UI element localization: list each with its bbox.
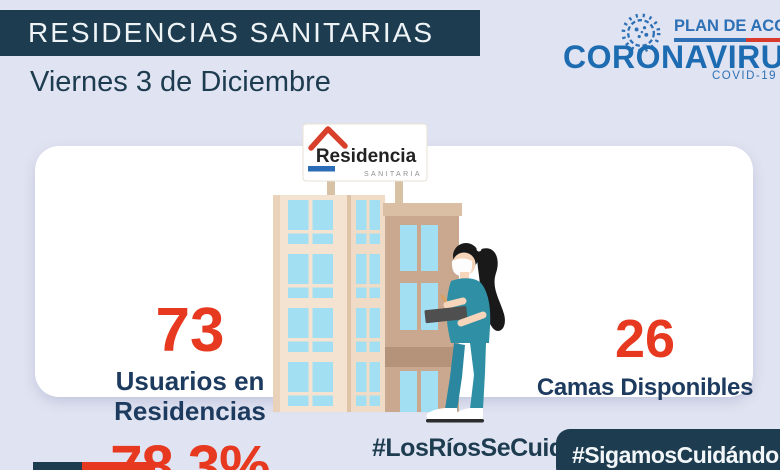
beds-value: 26 xyxy=(614,309,676,369)
covid-label: COVID-19 xyxy=(712,70,778,82)
sign-subtitle: SANITARIA xyxy=(364,171,422,178)
plan-underline-red xyxy=(746,38,780,42)
users-label-line2: Residencias xyxy=(114,396,266,427)
virus-icon xyxy=(621,13,661,53)
roof-icon xyxy=(308,126,348,151)
users-label-line1: Usuarios en xyxy=(115,366,265,396)
gobierno-flag-bar xyxy=(33,462,155,470)
sign-title: Residencia xyxy=(316,146,417,167)
plan-underline xyxy=(674,38,780,42)
left-stats-column: 73 Usuarios en Residencias 78,3% Ocupaci… xyxy=(75,300,305,470)
building-illustration xyxy=(273,179,462,412)
residence-illustration: Residencia SANITARIA xyxy=(273,123,505,423)
users-value: 73 xyxy=(155,296,225,365)
flag-bar-navy xyxy=(33,462,82,470)
coronavirus-wordmark: CORONAVIRUS xyxy=(563,39,780,75)
header-banner: RESIDENCIAS SANITARIAS xyxy=(0,10,480,56)
beds-label: Camas Disponibles xyxy=(536,374,754,401)
coronavirus-plan-logo: PLAN DE ACCIÓN CORONAVIRUS COVID-19 xyxy=(560,6,780,96)
hashtag-sigamos: #SigamosCuidándonos xyxy=(572,442,780,468)
date-label: Viernes 3 de Diciembre xyxy=(30,66,331,98)
users-label: Usuarios en Residencias xyxy=(75,366,305,426)
plan-de-accion-label: PLAN DE ACCIÓN xyxy=(674,17,780,35)
hashtag-banner: #SigamosCuidándonos xyxy=(556,429,780,470)
flag-bar-red xyxy=(82,462,155,470)
residencia-sign: Residencia SANITARIA xyxy=(302,123,428,182)
hashtag-losrios: #LosRíosSeCuida xyxy=(372,434,578,462)
plan-underline-blue xyxy=(674,38,746,42)
nurse-illustration xyxy=(424,243,505,423)
page-title: RESIDENCIAS SANITARIAS xyxy=(28,17,435,48)
